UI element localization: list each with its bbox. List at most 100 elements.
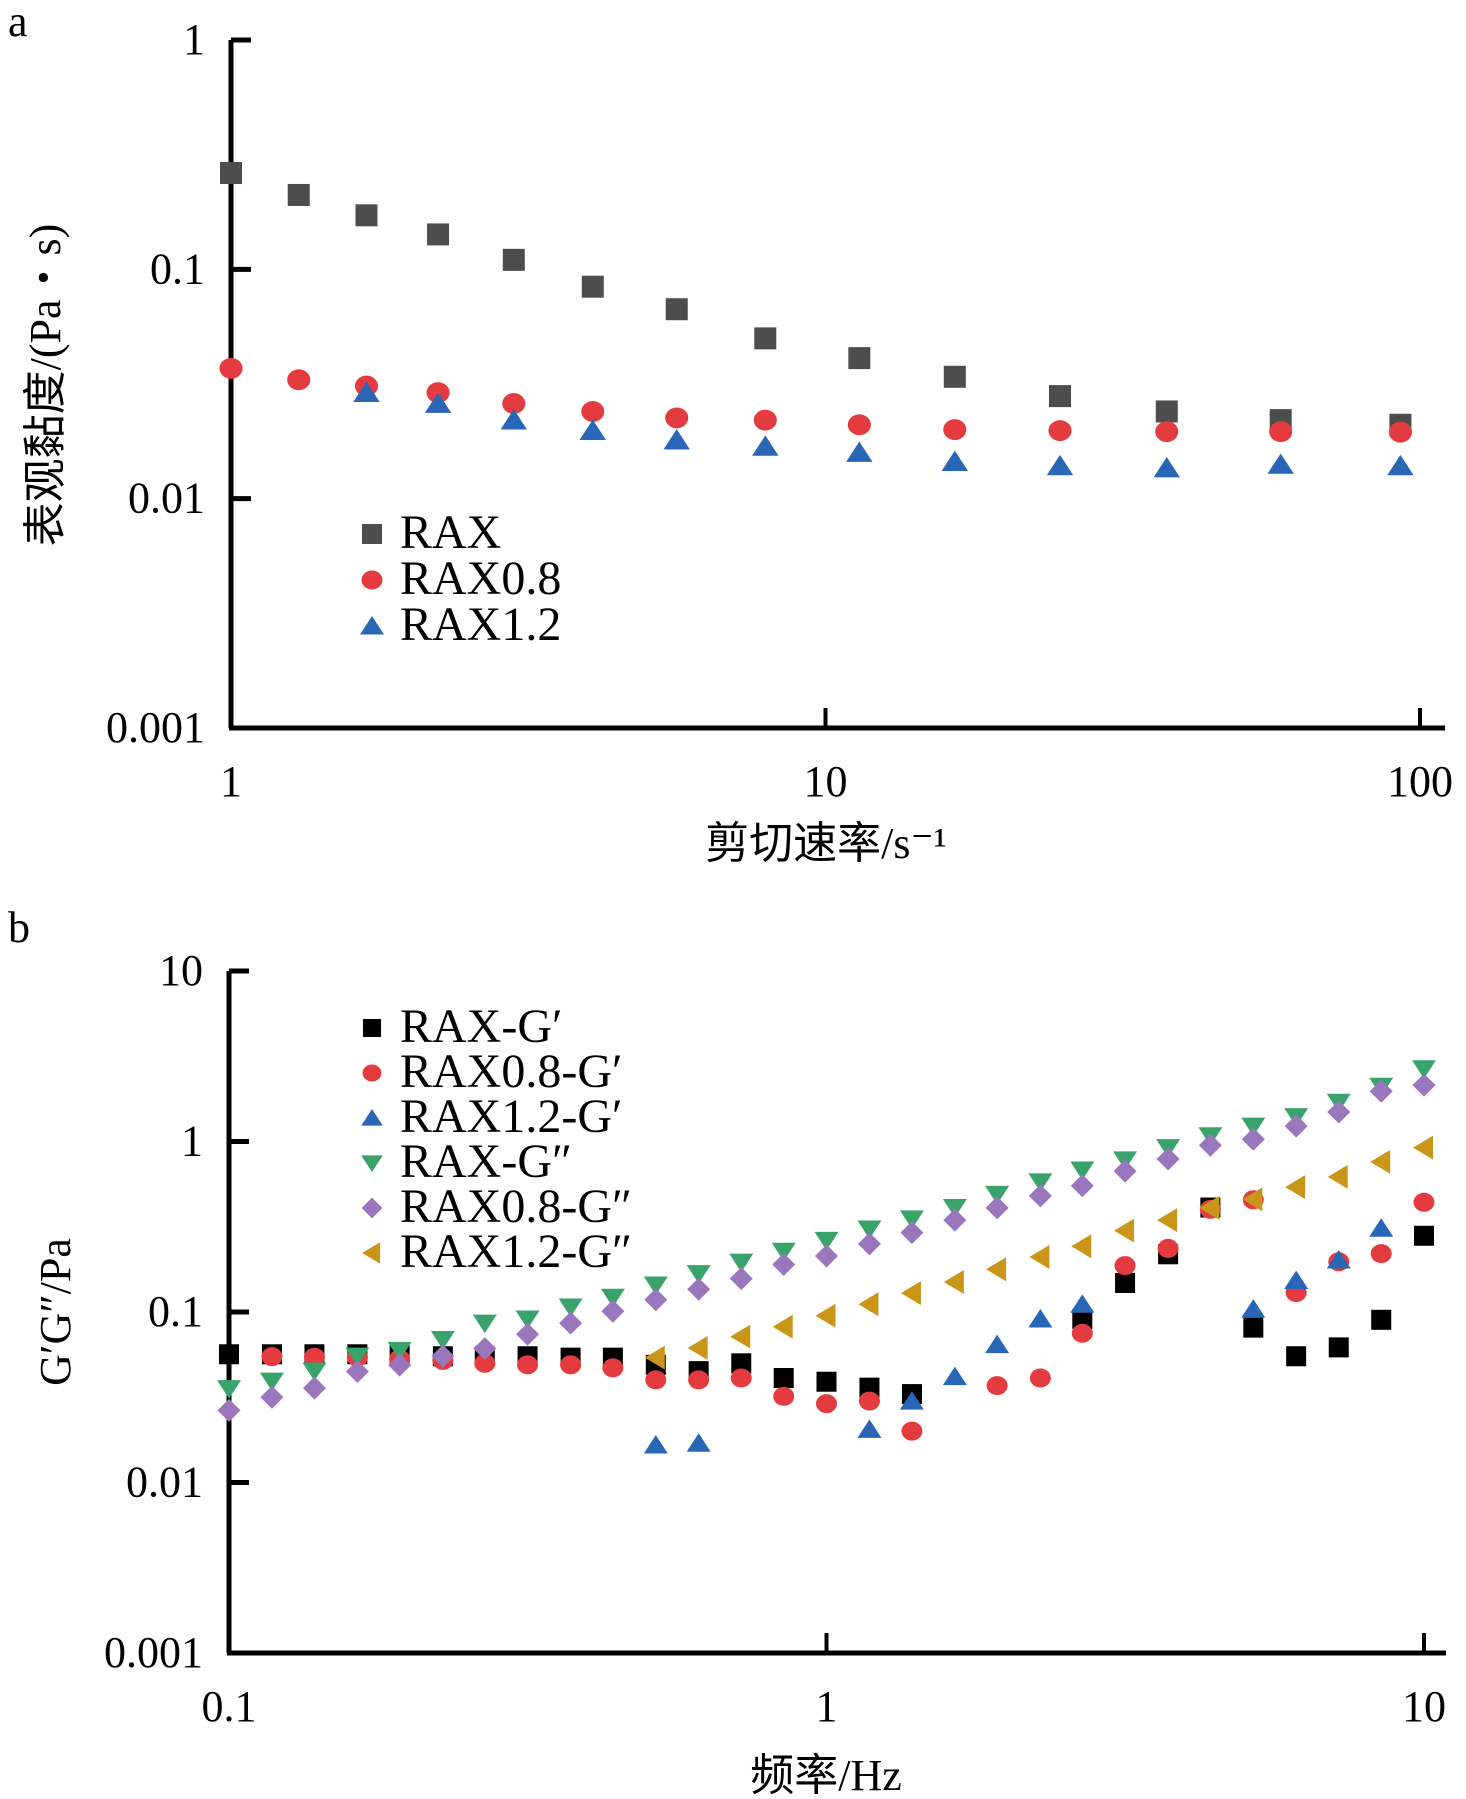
data-point (345, 1359, 369, 1383)
data-point (847, 414, 871, 436)
y-tick-label: 0.1 (148, 1287, 203, 1336)
data-point (474, 1353, 496, 1373)
x-tick-label: 100 (1387, 757, 1453, 806)
data-point (1242, 1187, 1263, 1212)
data-point (857, 1232, 881, 1256)
data-point (1046, 454, 1074, 476)
data-point (663, 429, 690, 450)
legend-marker (361, 1155, 383, 1172)
legend-marker (361, 570, 383, 590)
data-point (1370, 1244, 1392, 1264)
x-tick-label: 1 (220, 757, 242, 806)
data-point (687, 1277, 711, 1301)
data-point (816, 1394, 837, 1414)
data-point (900, 1221, 924, 1245)
data-point (857, 1419, 882, 1438)
data-point (1241, 1299, 1266, 1318)
chart-b-xlabel: 频率/Hz (750, 1751, 902, 1799)
data-point (1285, 1175, 1306, 1200)
data-point (1028, 1308, 1053, 1328)
data-point (287, 369, 311, 391)
data-point (1029, 1368, 1051, 1388)
data-point (899, 1210, 924, 1229)
data-point (771, 1242, 796, 1262)
data-point (686, 1265, 711, 1284)
x-tick-label: 1 (816, 1682, 838, 1731)
data-point (1114, 1218, 1135, 1243)
y-tick-label: 0.01 (128, 474, 205, 523)
legend-marker (361, 1109, 383, 1126)
data-point (261, 1347, 283, 1367)
legend-label: RAX-G″ (400, 1135, 572, 1188)
legend-item: RAX0.8 (361, 552, 561, 605)
data-point (303, 1347, 325, 1367)
data-point (1157, 1238, 1179, 1258)
data-point (985, 1185, 1010, 1205)
data-point (1413, 1192, 1435, 1212)
data-point (581, 401, 605, 422)
data-point (345, 1347, 370, 1367)
series-RAX (220, 162, 1412, 436)
data-point (900, 1281, 921, 1306)
legend-label: RAX1.2-G″ (400, 1225, 632, 1278)
legend-item: RAX0.8-G′ (362, 1045, 623, 1098)
legend-item: RAX-G′ (363, 1000, 563, 1053)
legend-item: RAX-G″ (361, 1135, 572, 1188)
legend-item: RAX1.2-G″ (362, 1225, 632, 1278)
data-point (1241, 1117, 1266, 1137)
data-point (731, 1353, 752, 1374)
data-point (1412, 1073, 1436, 1097)
data-point (353, 381, 380, 402)
y-tick-label: 0.01 (126, 1458, 203, 1507)
data-point (430, 1330, 455, 1350)
data-point (1241, 1127, 1265, 1151)
data-point (1370, 1149, 1391, 1174)
data-point (219, 357, 243, 379)
x-tick-label: 10 (804, 757, 848, 806)
data-point (665, 407, 689, 429)
legend-marker (361, 1197, 383, 1219)
data-point (219, 1344, 239, 1365)
data-point (688, 1370, 710, 1390)
chart-a-axes: 0.001 0.01 0.1 1 1 10 100 (106, 15, 1453, 806)
data-point (355, 204, 378, 227)
data-point (1028, 1173, 1053, 1192)
data-point (1369, 1218, 1394, 1237)
data-point (1387, 454, 1414, 476)
data-point (1267, 453, 1294, 474)
data-point (943, 1208, 967, 1232)
data-point (1198, 1133, 1222, 1157)
data-point (901, 1421, 923, 1441)
data-point (579, 419, 606, 440)
data-point (858, 1391, 880, 1411)
legend-marker (363, 1019, 381, 1037)
legend-marker (360, 616, 384, 635)
legend-label: RAX1.2 (400, 598, 561, 651)
legend-item: RAX (362, 506, 501, 559)
data-point (942, 1199, 967, 1218)
data-point (1284, 1270, 1309, 1290)
legend-marker (362, 524, 382, 544)
data-point (558, 1298, 583, 1317)
data-point (687, 1335, 708, 1360)
legend-marker (362, 1242, 381, 1264)
legend-label: RAX0.8-G′ (400, 1045, 623, 1098)
data-point (581, 275, 604, 298)
legend-marker (362, 1064, 382, 1082)
data-point (644, 1288, 668, 1312)
data-point (516, 1322, 540, 1346)
data-point (424, 392, 452, 413)
data-point (943, 365, 966, 388)
data-point (899, 1391, 924, 1410)
data-point (857, 1220, 882, 1239)
legend-label: RAX (400, 506, 501, 559)
data-point (559, 1311, 583, 1335)
data-point (1413, 1135, 1433, 1160)
data-point (500, 409, 527, 430)
data-point (1388, 421, 1412, 443)
series-RAX1.2-G′ (643, 1218, 1394, 1454)
